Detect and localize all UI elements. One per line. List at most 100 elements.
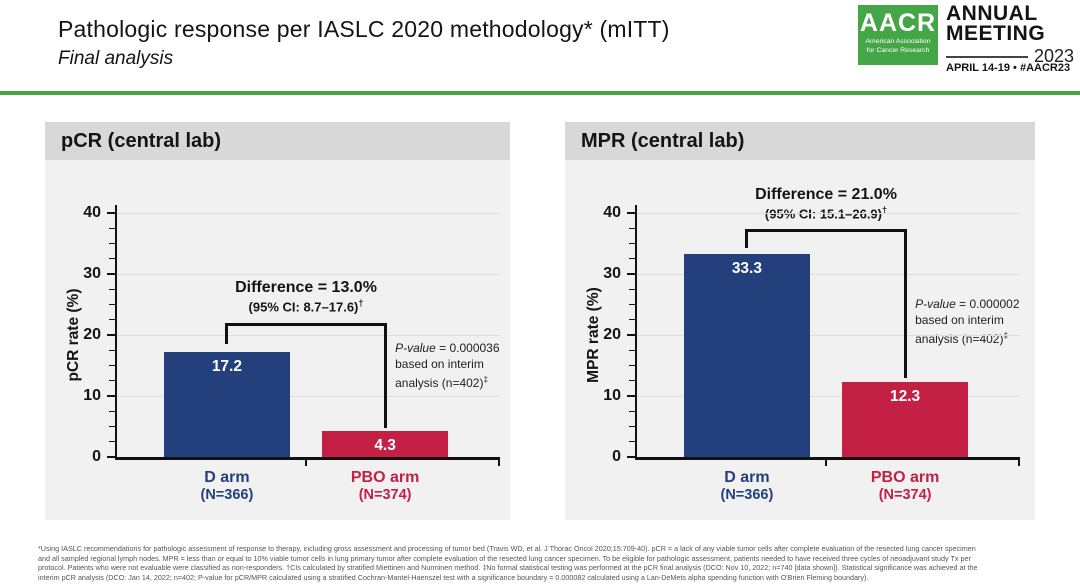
y-axis-line <box>634 205 637 460</box>
y-axis-minor-tick <box>629 410 635 412</box>
pcr-pbo-arm-label: PBO arm (N=374) <box>350 469 420 503</box>
y-axis-minor-tick <box>109 227 115 229</box>
d-arm-bar <box>163 352 290 457</box>
gridline <box>637 273 1020 275</box>
y-axis-major-tick <box>106 212 115 214</box>
y-axis-minor-tick <box>109 242 115 245</box>
meeting-title: ANNUAL MEETING 2023 <box>946 3 1074 67</box>
bracket-right-leg <box>383 322 387 428</box>
y-axis-major-tick <box>626 456 635 458</box>
y-axis-major-tick <box>106 456 115 458</box>
y-axis-tick-label: 40 <box>603 204 621 221</box>
y-axis-major-tick <box>626 395 635 397</box>
mpr-ci-value: (95% CI: 15.1–26.9)† <box>764 205 888 222</box>
y-axis-minor-tick <box>629 303 635 306</box>
gridline <box>637 395 1020 397</box>
y-axis-minor-tick <box>109 410 115 412</box>
gridline <box>117 212 500 214</box>
y-axis-major-tick <box>626 273 635 275</box>
x-axis-tick <box>1018 459 1020 466</box>
y-axis-tick-label: 20 <box>603 326 621 343</box>
gridline <box>637 212 1020 214</box>
meeting-year: 2023 <box>1033 46 1074 66</box>
bracket-right-leg <box>903 229 907 378</box>
pcr-difference-annotation: Difference = 13.0% (95% CI: 8.7–17.6)† <box>156 279 456 314</box>
bracket-horizontal <box>745 229 907 233</box>
mpr-d-arm-label: D arm (N=366) <box>720 469 774 503</box>
y-axis-minor-tick <box>629 441 635 443</box>
y-axis-line <box>114 205 117 460</box>
meeting-word-meeting: MEETING <box>946 22 1046 45</box>
pcr-pvalue-annotation: P-value = 0.000036 based on interim anal… <box>395 341 500 390</box>
y-axis-major-tick <box>626 212 635 214</box>
y-axis-minor-tick <box>109 319 115 321</box>
y-axis-tick-label: 30 <box>603 265 621 282</box>
mpr-pvalue-annotation: P-value = 0.000002 based on interim anal… <box>915 297 1020 346</box>
y-axis-minor-tick <box>109 288 115 290</box>
gridline <box>117 395 500 397</box>
x-axis-tick <box>305 459 307 466</box>
y-axis-minor-tick <box>629 258 635 260</box>
y-axis-minor-tick <box>109 425 115 428</box>
pbo-arm-bar <box>842 381 969 457</box>
y-axis-minor-tick <box>629 227 635 229</box>
bracket-horizontal <box>225 322 387 326</box>
page-title: Pathologic response per IASLC 2020 metho… <box>58 16 670 42</box>
y-axis-tick-label: 30 <box>83 265 101 282</box>
pcr-plot-area: Difference = 13.0% (95% CI: 8.7–17.6)† P… <box>83 204 500 503</box>
aacr-org-line2: for Cancer Research <box>866 46 930 54</box>
footnote-line: protocol. Patients who were not evaluabl… <box>38 563 978 573</box>
bracket-left-leg <box>225 322 229 345</box>
aacr-org-line1: American Association <box>865 38 931 45</box>
mpr-difference-annotation: Difference = 21.0% (95% CI: 15.1–26.9)† <box>676 186 976 221</box>
y-axis-minor-tick <box>629 425 635 428</box>
x-axis-tick <box>825 459 827 466</box>
pcr-d-arm-label: D arm (N=366) <box>200 469 254 503</box>
x-axis-line <box>114 457 500 460</box>
bracket-left-leg <box>745 229 749 248</box>
y-axis-tick-label: 10 <box>83 387 101 404</box>
bar-value-label: 12.3 <box>890 387 921 405</box>
pbo-arm-bar <box>322 430 449 457</box>
aacr-logo-text: AACR <box>859 9 937 37</box>
y-axis-minor-tick <box>629 242 635 245</box>
footnote-line: interim pCR analysis (DCO: Jan 14, 2022;… <box>38 572 869 582</box>
year-divider <box>946 55 1028 58</box>
y-axis-minor-tick <box>109 364 115 367</box>
footnote-line: and all sampled regional lymph nodes. MP… <box>38 553 971 563</box>
pcr-chart-panel: pCR (central lab) pCR rate (%) Differenc… <box>45 122 510 520</box>
gridline <box>117 273 500 275</box>
y-axis-minor-tick <box>109 349 115 351</box>
y-axis-major-tick <box>106 334 115 336</box>
x-axis-tick <box>498 459 500 466</box>
y-axis-minor-tick <box>109 441 115 443</box>
d-arm-bar <box>683 253 810 457</box>
gridline <box>637 334 1020 336</box>
y-axis-minor-tick <box>109 303 115 306</box>
y-axis-tick-label: 0 <box>612 448 621 465</box>
x-axis-line <box>634 457 1020 460</box>
mpr-difference-value: Difference = 21.0% <box>755 186 897 204</box>
y-axis-minor-tick <box>629 349 635 351</box>
meeting-date-hashtag: APRIL 14-19 • #AACR23 <box>946 62 1071 74</box>
footnote: *Using IASLC recommendations for patholo… <box>38 544 1050 582</box>
page-subtitle: Final analysis <box>58 48 174 69</box>
aacr-logo: AACR American Association for Cancer Res… <box>858 5 938 65</box>
y-axis-minor-tick <box>629 364 635 367</box>
pcr-panel-title: pCR (central lab) <box>45 122 510 160</box>
y-axis-minor-tick <box>629 319 635 321</box>
header-divider <box>0 91 1080 95</box>
y-axis-tick-label: 20 <box>83 326 101 343</box>
y-axis-minor-tick <box>109 380 115 382</box>
y-axis-tick-label: 40 <box>83 204 101 221</box>
mpr-pbo-arm-label: PBO arm (N=374) <box>870 469 940 503</box>
bar-value-label: 4.3 <box>374 436 396 454</box>
bar-value-label: 33.3 <box>731 259 762 277</box>
y-axis-major-tick <box>626 334 635 336</box>
y-axis-minor-tick <box>629 288 635 290</box>
gridline <box>117 334 500 336</box>
y-axis-tick-label: 0 <box>92 448 101 465</box>
y-axis-minor-tick <box>109 258 115 260</box>
y-axis-minor-tick <box>629 380 635 382</box>
mpr-plot-area: Difference = 21.0% (95% CI: 15.1–26.9)† … <box>603 186 1020 503</box>
